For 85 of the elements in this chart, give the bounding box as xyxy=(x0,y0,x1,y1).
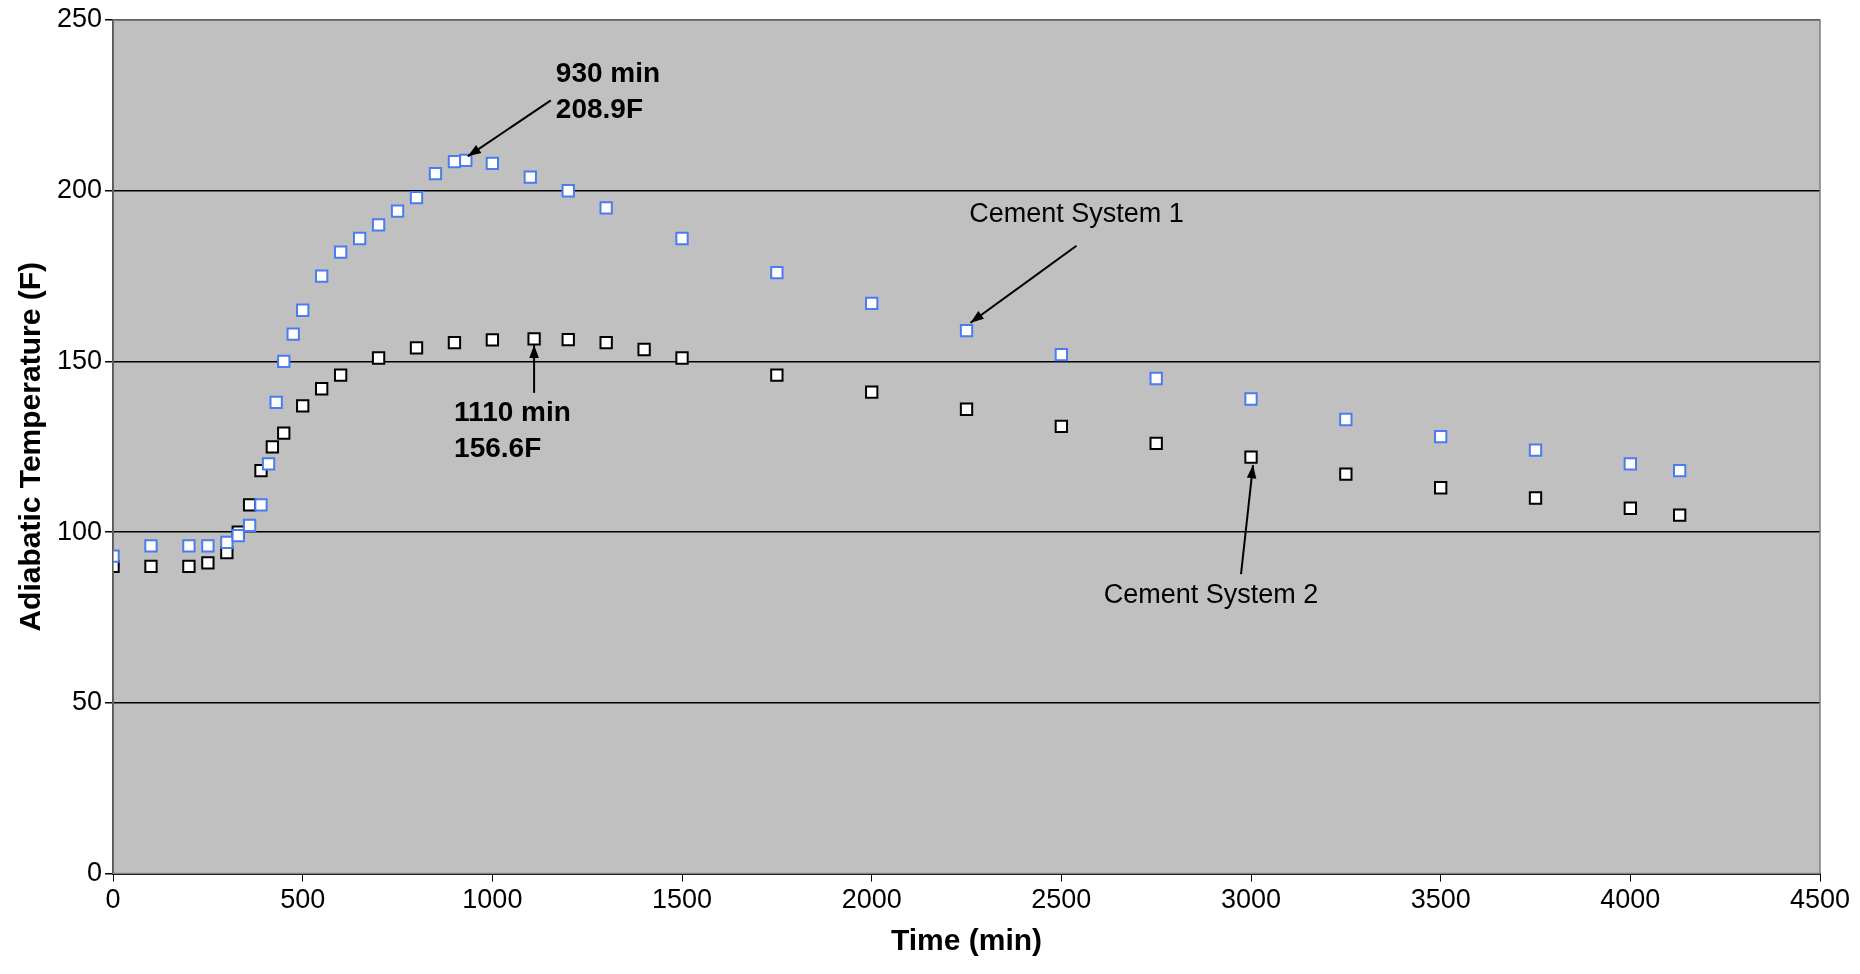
point xyxy=(371,218,386,232)
x-axis-title: Time (min) xyxy=(890,923,1043,957)
point xyxy=(1149,436,1163,451)
point xyxy=(144,539,158,553)
point xyxy=(447,336,462,350)
point xyxy=(333,245,348,259)
x-tick-label: 3500 xyxy=(1410,884,1471,915)
x-tick-label: 2000 xyxy=(841,884,902,915)
point xyxy=(1054,419,1069,433)
point xyxy=(1149,371,1163,386)
y-tick-label: 150 xyxy=(56,344,103,375)
point xyxy=(182,539,196,553)
x-tick-label: 500 xyxy=(280,884,326,915)
y-tick-label: 100 xyxy=(56,515,103,546)
x-tick-label: 2500 xyxy=(1031,884,1092,915)
point xyxy=(265,440,280,454)
point xyxy=(599,201,613,215)
point xyxy=(1339,467,1353,481)
point xyxy=(296,399,310,413)
point xyxy=(261,457,276,471)
point xyxy=(144,559,158,573)
y-tick-label: 200 xyxy=(56,174,103,205)
point xyxy=(1623,457,1637,471)
point xyxy=(269,395,283,410)
point xyxy=(201,556,215,570)
point xyxy=(599,336,613,350)
point xyxy=(315,382,329,396)
point xyxy=(865,296,879,311)
point xyxy=(675,231,689,246)
point xyxy=(770,368,784,382)
point xyxy=(220,535,234,550)
point xyxy=(561,332,575,347)
annotation: 1110 min 156.6F xyxy=(454,395,571,463)
point xyxy=(523,170,537,184)
point xyxy=(201,539,215,553)
point xyxy=(459,153,473,167)
point xyxy=(231,528,245,543)
point xyxy=(277,354,291,369)
y-tick-label: 250 xyxy=(56,3,103,34)
x-tick-label: 4000 xyxy=(1600,884,1661,915)
point xyxy=(637,342,651,357)
point xyxy=(254,498,268,512)
point xyxy=(1244,450,1258,464)
point xyxy=(286,327,300,341)
point xyxy=(277,426,291,440)
point xyxy=(1434,481,1448,495)
point xyxy=(371,351,386,365)
point xyxy=(561,184,575,198)
point xyxy=(675,351,689,365)
y-axis-title: Adiabatic Temperature (F) xyxy=(13,262,47,632)
point xyxy=(352,231,367,246)
point xyxy=(1623,501,1637,515)
point xyxy=(333,368,348,382)
point xyxy=(1434,429,1448,444)
x-tick-label: 4500 xyxy=(1789,884,1851,915)
point xyxy=(1672,464,1687,478)
annotation: 930 min 208.9F xyxy=(555,57,661,125)
point xyxy=(182,559,196,573)
x-tick-label: 3000 xyxy=(1220,884,1282,915)
point xyxy=(770,266,784,280)
y-tick-label: 0 xyxy=(87,857,103,888)
point xyxy=(409,190,424,205)
point xyxy=(485,333,500,347)
point xyxy=(959,324,974,338)
text: Cement System 2 xyxy=(1103,579,1319,609)
point xyxy=(315,269,329,283)
point xyxy=(1244,392,1258,406)
point xyxy=(390,204,405,218)
point xyxy=(242,518,257,532)
point xyxy=(1054,347,1069,362)
point xyxy=(1339,412,1353,427)
point xyxy=(1672,508,1687,522)
point xyxy=(527,332,541,346)
point xyxy=(1528,491,1543,505)
x-tick-label: 1000 xyxy=(462,884,523,915)
text: Cement System 1 xyxy=(969,197,1184,228)
point xyxy=(409,341,424,355)
point xyxy=(428,166,443,181)
point xyxy=(865,385,879,399)
point xyxy=(959,402,974,416)
point xyxy=(1528,443,1543,457)
point xyxy=(296,303,310,317)
point xyxy=(485,156,500,171)
y-tick-label: 50 xyxy=(72,686,103,717)
x-tick-label: 1500 xyxy=(651,884,713,915)
